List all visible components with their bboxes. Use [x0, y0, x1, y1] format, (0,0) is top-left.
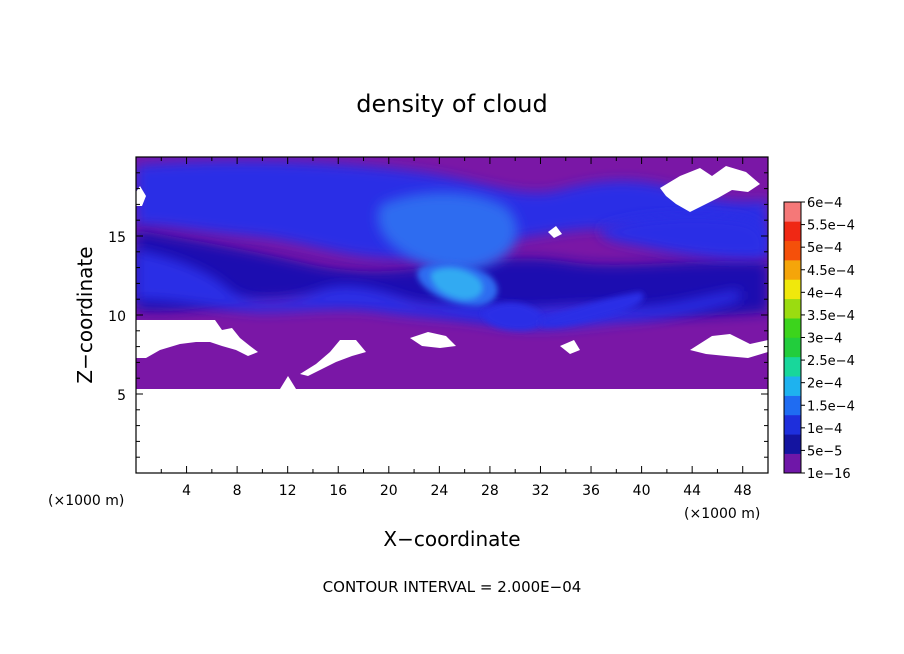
field-light-blue-core	[377, 192, 518, 272]
x-tick-label: 16	[329, 483, 347, 499]
y-axis-title: Z−coordinate	[73, 246, 97, 383]
colorbar-label: 4e−4	[807, 286, 842, 301]
x-tick-label: 40	[633, 483, 651, 499]
x-tick-label: 12	[279, 483, 297, 499]
colorbar-label: 5e−5	[807, 444, 842, 459]
colorbar-label: 1e−16	[807, 467, 851, 482]
x-tick-label: 32	[532, 483, 550, 499]
x-tick-label: 20	[380, 483, 398, 499]
field-right-blue-patch	[599, 214, 768, 259]
colorbar-swatch	[784, 453, 801, 474]
colorbar-label: 3.5e−4	[807, 309, 855, 324]
clear-air-regions	[136, 166, 768, 473]
x-axis: 4 8 12 16 20 24 28 32 36 40 44 48	[160, 157, 752, 499]
colorbar-label: 1.5e−4	[807, 399, 855, 414]
x-tick-label: 8	[233, 483, 242, 499]
y-axis: 5 10 15	[108, 172, 768, 458]
colorbar-swatch	[784, 221, 801, 242]
x-unit-label: (×1000 m)	[684, 506, 760, 522]
colorbar-swatch	[784, 414, 801, 435]
colorbar: 1e−16 5e−5 1e−4 1.5e−4 2e−4 2.5e−4 3e−4 3.5e−4 4…	[783, 196, 855, 482]
y-tick-label: 10	[108, 309, 126, 325]
colorbar-label: 6e−4	[807, 196, 842, 211]
colorbar-label: 2e−4	[807, 377, 842, 392]
field-cyan-core	[430, 267, 483, 300]
x-tick-label: 24	[430, 483, 448, 499]
colorbar-swatch	[784, 356, 801, 377]
colorbar-label: 3e−4	[807, 332, 842, 347]
colorbar-swatch	[784, 376, 801, 396]
colorbar-swatch	[784, 434, 801, 454]
colorbar-label: 5e−4	[807, 241, 842, 256]
cloud-density-field	[136, 157, 768, 473]
colorbar-label: 5.5e−4	[807, 219, 855, 234]
contour-interval-note: CONTOUR INTERVAL = 2.000E−04	[323, 578, 582, 596]
y-tick-label: 15	[108, 230, 126, 246]
colorbar-swatch	[784, 395, 801, 416]
field-blue-streak-2	[540, 292, 644, 327]
colorbar-swatch	[784, 240, 801, 261]
y-tick-label: 5	[117, 388, 126, 404]
x-tick-label: 36	[582, 483, 600, 499]
colorbar-label: 1e−4	[807, 422, 842, 437]
colorbar-swatch	[784, 318, 801, 338]
field-blue-streak	[482, 302, 543, 330]
x-tick-label: 44	[683, 483, 701, 499]
colorbar-swatch	[784, 337, 801, 358]
chart-title: density of cloud	[356, 90, 547, 118]
colorbar-label: 2.5e−4	[807, 354, 855, 369]
colorbar-swatch	[784, 202, 801, 222]
colorbar-label: 4.5e−4	[807, 264, 855, 279]
colorbar-swatch	[784, 260, 801, 280]
colorbar-swatch	[784, 298, 801, 319]
colorbar-swatch	[784, 279, 801, 300]
x-tick-label: 48	[734, 483, 752, 499]
x-axis-title: X−coordinate	[383, 527, 520, 551]
x-tick-label: 28	[481, 483, 499, 499]
x-tick-label: 4	[182, 483, 191, 499]
z-unit-label: (×1000 m)	[48, 493, 124, 509]
